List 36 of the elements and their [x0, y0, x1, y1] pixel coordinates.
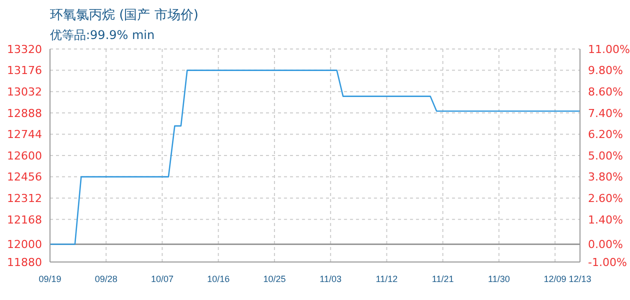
- x-tick-label: 10/25: [263, 274, 286, 284]
- x-tick-label: 11/12: [376, 274, 398, 284]
- chart-subtitle: 优等品:99.9% min: [50, 27, 155, 44]
- y-tick-label: 12168: [7, 213, 42, 226]
- x-tick-label: 12/13: [568, 274, 592, 284]
- y-tick-label: 13320: [7, 42, 42, 56]
- y2-tick-label: 6.20%: [588, 128, 623, 142]
- y2-tick-label: 3.80%: [588, 170, 623, 184]
- x-tick-label: 11/21: [432, 274, 454, 284]
- y-tick-label: 12744: [7, 128, 42, 142]
- y-tick-label: 13176: [7, 64, 42, 78]
- x-tick-label: 11/30: [488, 274, 510, 284]
- chart-title: 环氧氯丙烷 (国产 市场价): [50, 7, 198, 24]
- x-tick-label: 10/16: [207, 274, 230, 284]
- y2-tick-label: 8.60%: [588, 86, 623, 99]
- y-tick-label: 12600: [7, 149, 42, 162]
- y-tick-label: 12888: [7, 106, 42, 120]
- y2-tick-label: 1.40%: [588, 213, 623, 226]
- x-tick-label: 09/28: [94, 274, 118, 284]
- y-tick-label: 12000: [7, 238, 42, 252]
- y2-tick-label: 0.00%: [588, 238, 623, 252]
- y2-tick-label: 7.40%: [588, 106, 623, 120]
- x-tick-label: 10/07: [150, 274, 174, 284]
- y2-tick-label: -1.00%: [588, 256, 627, 269]
- y-tick-label: 13032: [7, 86, 42, 99]
- y2-tick-label: 5.00%: [588, 149, 623, 162]
- line-series: [50, 70, 580, 245]
- y-tick-label: 12456: [7, 170, 42, 184]
- y2-tick-label: 11.00%: [588, 42, 630, 56]
- y-tick-label: 11880: [7, 256, 42, 269]
- y-tick-label: 12312: [7, 192, 42, 206]
- y2-tick-label: 9.80%: [588, 64, 623, 78]
- x-tick-label: 12/09: [544, 274, 566, 284]
- y2-tick-label: 2.60%: [588, 192, 623, 206]
- x-tick-label: 09/19: [38, 274, 62, 284]
- x-tick-label: 11/03: [320, 274, 342, 284]
